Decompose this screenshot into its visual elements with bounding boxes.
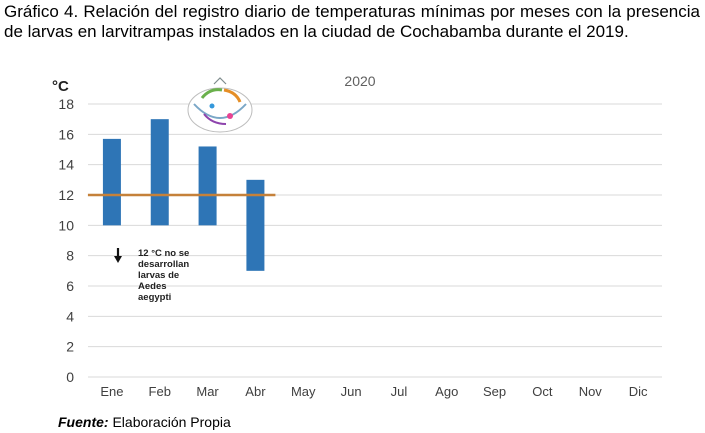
x-tick-label: May <box>291 384 316 399</box>
grid-lines <box>88 103 662 378</box>
bars <box>102 119 265 271</box>
bar-feb <box>150 119 169 226</box>
x-tick-label: Ago <box>435 384 458 399</box>
annotation-line: larvas de <box>138 270 179 281</box>
x-tick-label: Abr <box>245 384 266 399</box>
annotation-line: 12 °C no se <box>138 248 189 259</box>
y-tick-label: 8 <box>66 248 74 264</box>
bar-abr <box>246 179 265 271</box>
chart-title: 2020 <box>344 73 375 89</box>
x-tick-label: Jun <box>341 384 362 399</box>
bar-ene <box>102 138 121 226</box>
x-tick-label: Sep <box>483 384 506 399</box>
x-tick-label: Nov <box>579 384 603 399</box>
y-tick-label: 6 <box>66 278 74 294</box>
source-text: Elaboración Propia <box>112 414 231 430</box>
y-tick-label: 12 <box>58 187 74 203</box>
y-tick-label: 16 <box>58 126 74 142</box>
y-tick-label: 0 <box>66 369 74 385</box>
y-tick-label: 14 <box>58 157 74 173</box>
y-tick-label: 10 <box>58 217 74 233</box>
source-label: Fuente: <box>58 414 109 430</box>
y-tick-label: 18 <box>58 96 74 112</box>
y-tick-label: 4 <box>66 308 74 324</box>
x-tick-label: Oct <box>532 384 553 399</box>
x-tick-label: Ene <box>100 384 123 399</box>
x-tick-label: Mar <box>196 384 219 399</box>
y-tick-labels: 0 2 4 6 8 10 12 14 16 18 <box>58 96 74 385</box>
figure-caption: Gráfico 4. Relación del registro diario … <box>4 2 700 41</box>
y-tick-label: 2 <box>66 339 74 355</box>
larva-trap-icon <box>187 77 253 133</box>
y-axis-label: °C <box>52 78 69 95</box>
annotation-line: Aedes <box>138 281 167 292</box>
x-tick-labels: Ene Feb Mar Abr May Jun Jul Ago Sep Oct Nov Dic <box>100 384 648 399</box>
x-tick-label: Jul <box>391 384 408 399</box>
x-tick-label: Dic <box>629 384 648 399</box>
bar-mar <box>198 146 217 226</box>
source-note: Fuente: Elaboración Propia <box>58 414 231 430</box>
annotation-line: desarrollan <box>138 259 189 270</box>
annotation-line: aegypti <box>138 292 171 303</box>
x-tick-label: Feb <box>149 384 171 399</box>
